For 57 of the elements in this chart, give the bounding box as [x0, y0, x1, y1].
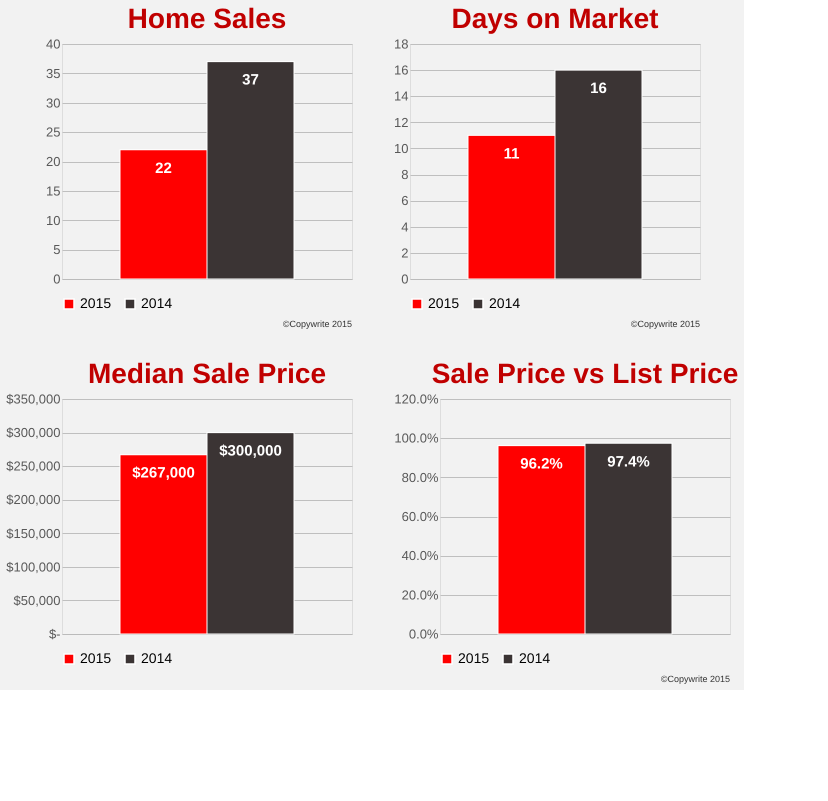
y-tick-label: 10	[394, 140, 408, 156]
y-tick-label: 0	[401, 272, 408, 286]
y-tick-label: 12	[394, 114, 408, 130]
y-tick-label: 5	[53, 242, 60, 258]
data-label: 16	[590, 80, 607, 98]
legend-label: 2014	[489, 295, 520, 311]
data-label: 96.2%	[520, 456, 563, 473]
legend-label: 2015	[428, 295, 460, 311]
data-label: 11	[504, 145, 520, 162]
y-tick-label: $50,000	[14, 592, 60, 608]
y-tick-label: $-	[48, 626, 60, 642]
legend-label: 2014	[519, 650, 550, 666]
text: ©Copywrite 2015	[660, 674, 730, 684]
legend-label: 2015	[80, 295, 112, 311]
y-tick-label: 40.0%	[402, 548, 439, 564]
y-tick-label: 20.0%	[402, 587, 439, 602]
y-tick-label: 15	[46, 183, 60, 198]
legend-label: 2015	[80, 650, 112, 666]
text: ©Copywrite 2015	[630, 319, 700, 329]
y-tick-label: 18	[394, 36, 408, 52]
y-tick-label: $200,000	[6, 492, 60, 508]
y-tick-label: 16	[394, 62, 408, 78]
y-tick-label: 14	[394, 88, 408, 104]
y-tick-label: 2	[401, 245, 408, 260]
y-tick-label: 0.0%	[408, 626, 439, 642]
y-tick-label: 60.0%	[402, 509, 439, 524]
y-tick-label: 0	[53, 272, 60, 286]
chart-title: Home Sales	[128, 3, 286, 34]
y-tick-label: 10	[46, 212, 60, 228]
y-tick-label: $300,000	[6, 425, 60, 440]
y-tick-label: 35	[46, 66, 60, 81]
y-tick-label: 6	[401, 193, 408, 208]
y-tick-label: 8	[401, 167, 408, 182]
data-label: 37	[242, 72, 259, 89]
y-tick-label: 20	[46, 154, 60, 169]
legend-label: 2014	[141, 650, 172, 666]
y-tick-label: 25	[46, 124, 60, 140]
legend-label: 2015	[458, 650, 490, 666]
y-tick-label: $350,000	[6, 392, 60, 406]
y-tick-label: 4	[401, 219, 408, 234]
chart-title: Median Sale Price	[88, 358, 326, 389]
y-tick-label: $250,000	[6, 458, 60, 474]
y-tick-label: 30	[46, 95, 60, 110]
legend-label: 2014	[141, 295, 172, 311]
y-tick-label: $100,000	[6, 559, 60, 574]
y-tick-label: $150,000	[6, 526, 60, 541]
data-label: $300,000	[219, 442, 282, 460]
data-label: 22	[155, 160, 172, 177]
y-tick-label: 80.0%	[402, 470, 439, 485]
chart-title: Sale Price vs List Price	[432, 358, 738, 389]
y-tick-label: 40	[46, 36, 60, 52]
data-label: $267,000	[132, 464, 195, 482]
text: ©Copywrite 2015	[282, 319, 352, 329]
chart-title: Days on Market	[452, 3, 658, 34]
y-tick-label: 100.0%	[394, 430, 439, 446]
y-tick-label: 120.0%	[394, 392, 439, 406]
data-label: 97.4%	[607, 453, 650, 470]
